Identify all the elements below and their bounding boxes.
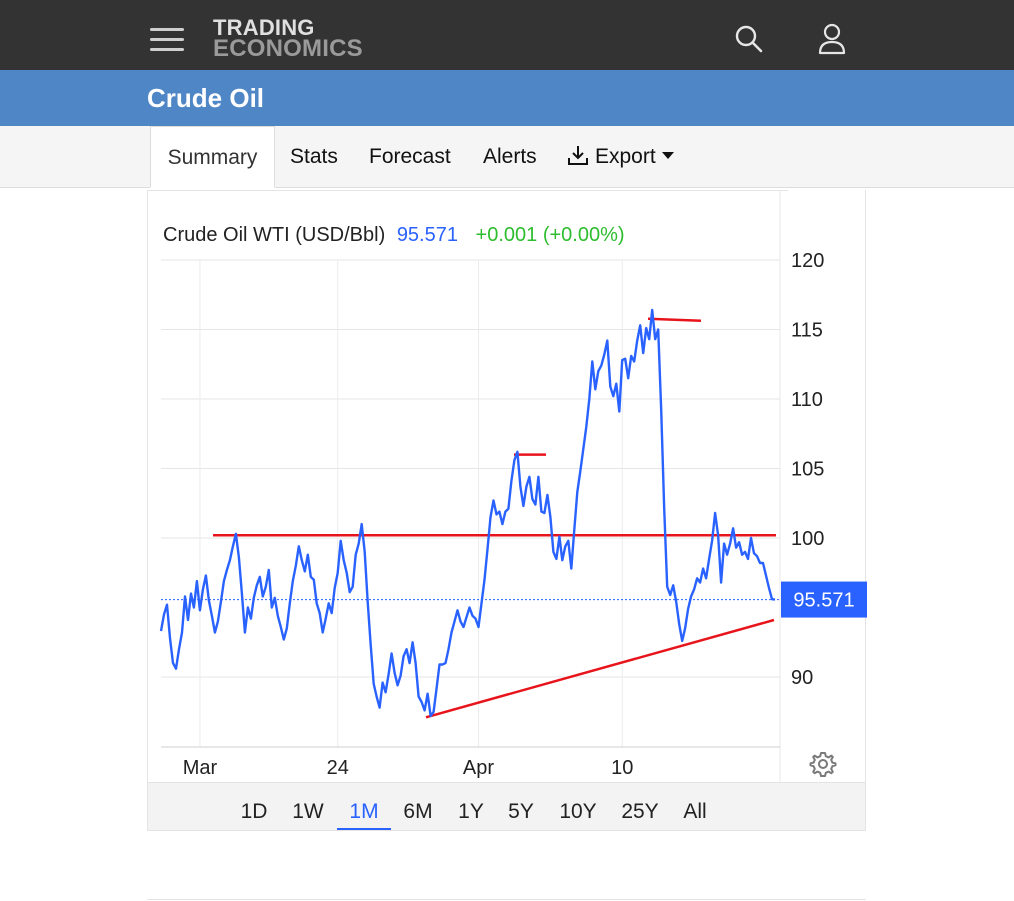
range-label: 1W <box>292 800 324 823</box>
tab-stats[interactable]: Stats <box>290 126 338 187</box>
range-button-25y[interactable]: 25Y <box>612 783 668 830</box>
y-tick-label: 100 <box>791 528 824 550</box>
range-label: 1Y <box>458 800 484 823</box>
title-band: Crude Oil <box>0 70 1014 126</box>
range-button-1w[interactable]: 1W <box>282 783 334 830</box>
range-selector: 1D 1W 1M 6M 1Y 5Y 10Y 25Y All <box>147 782 866 831</box>
price-series-line <box>159 308 776 718</box>
quote-name: Crude Oil WTI (USD/Bbl) <box>163 224 385 246</box>
tab-alerts-label: Alerts <box>483 145 537 168</box>
logo-line-1: TRADING <box>213 15 315 40</box>
price-chart[interactable]: 120 115 110 105 100 90 Mar 24 Apr 10 95.571 Crud… <box>148 190 867 782</box>
range-button-1y[interactable]: 1Y <box>445 783 497 830</box>
x-tick-label: 10 <box>611 757 633 779</box>
range-button-6m[interactable]: 6M <box>391 783 445 830</box>
y-tick-label: 110 <box>791 389 823 411</box>
tab-forecast[interactable]: Forecast <box>369 126 451 187</box>
y-tick-label: 105 <box>791 459 824 481</box>
last-price-label: 95.571 <box>793 590 854 612</box>
tab-export[interactable]: Export <box>567 126 674 187</box>
quote-header: Crude Oil WTI (USD/Bbl) 95.571 +0.001 (+… <box>163 224 625 246</box>
trading-economics-logo[interactable]: TRADING ECONOMICS <box>213 15 363 62</box>
range-button-1d[interactable]: 1D <box>228 783 280 830</box>
tab-bar: Summary Stats Forecast Alerts Export <box>0 126 1014 188</box>
tab-export-label: Export <box>595 145 656 168</box>
active-range-underline <box>337 828 391 830</box>
chevron-down-icon <box>661 152 674 160</box>
y-tick-label: 115 <box>791 320 823 342</box>
x-tick-label: 24 <box>327 757 349 779</box>
y-tick-label: 90 <box>791 667 813 689</box>
search-icon[interactable] <box>734 24 764 54</box>
tab-summary[interactable]: Summary <box>150 126 275 188</box>
peak-marker-line <box>647 317 702 323</box>
menu-icon[interactable] <box>150 26 186 52</box>
range-button-1m[interactable]: 1M <box>337 783 391 830</box>
quote-price: 95.571 <box>397 224 458 246</box>
tab-forecast-label: Forecast <box>369 145 451 168</box>
x-tick-label: Apr <box>463 757 494 779</box>
range-label: 10Y <box>559 800 597 823</box>
tab-alerts[interactable]: Alerts <box>483 126 537 187</box>
support-trendline <box>425 618 775 719</box>
x-tick-label: Mar <box>183 757 218 779</box>
quote-change: +0.001 (+0.00%) <box>476 224 625 246</box>
range-label: 6M <box>403 800 433 823</box>
download-icon <box>568 146 588 166</box>
last-price-tag: 95.571 <box>781 581 867 618</box>
gear-icon[interactable] <box>809 750 837 778</box>
logo-line-2: ECONOMICS <box>213 35 363 62</box>
range-button-5y[interactable]: 5Y <box>495 783 547 830</box>
y-tick-label: 120 <box>791 250 824 272</box>
user-icon[interactable] <box>817 23 847 55</box>
range-button-all[interactable]: All <box>672 783 718 830</box>
chart-card: 120 115 110 105 100 90 Mar 24 Apr 10 95.571 Crud… <box>147 190 867 831</box>
range-label: 25Y <box>621 800 659 823</box>
top-navigation-bar: TRADING ECONOMICS <box>0 0 1014 70</box>
page-title: Crude Oil <box>147 83 265 113</box>
tab-summary-label: Summary <box>167 146 258 169</box>
range-label: 5Y <box>508 800 534 823</box>
range-label: 1M <box>349 800 379 823</box>
range-label: All <box>683 800 707 823</box>
range-label: 1D <box>240 800 268 823</box>
range-button-10y[interactable]: 10Y <box>550 783 606 830</box>
bottom-divider <box>147 899 866 900</box>
tab-stats-label: Stats <box>290 145 338 168</box>
